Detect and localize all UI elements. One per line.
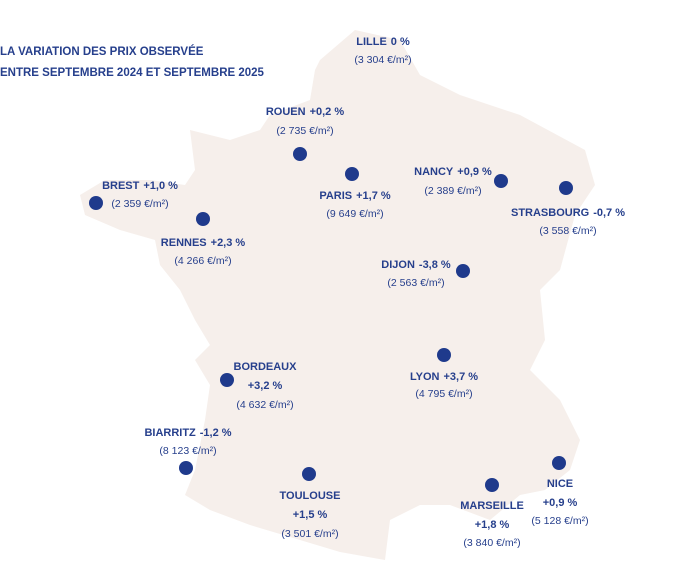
title-line: ENTRE SEPTEMBRE 2024 ET SEPTEMBRE 2025 — [0, 67, 265, 79]
city-price: (2 359 €/m²) — [111, 198, 168, 210]
city-change: +1,7 % — [356, 190, 391, 202]
city-change: +1,8 % — [475, 519, 510, 531]
city-price: (8 123 €/m²) — [159, 445, 216, 457]
city-change: -3,8 % — [419, 259, 451, 271]
city-price: (3 304 €/m²) — [354, 54, 411, 66]
city-name: LYON — [410, 371, 440, 383]
city-change: +2,3 % — [211, 237, 246, 249]
title-line: LA VARIATION DES PRIX OBSERVÉE — [0, 45, 204, 58]
city-label: BIARRITZ -1,2 % — [144, 427, 231, 439]
city-label: STRASBOURG -0,7 % — [511, 207, 625, 219]
city-change: +1,0 % — [143, 180, 178, 192]
city-change: +3,7 % — [443, 371, 478, 383]
city-dot — [456, 264, 470, 278]
city-name: TOULOUSE — [280, 490, 341, 502]
city-name: MARSEILLE — [460, 500, 524, 512]
city-dot — [302, 467, 316, 481]
city-dot — [89, 196, 103, 210]
city-name: BORDEAUX — [234, 361, 298, 373]
city-price: (5 128 €/m²) — [531, 515, 588, 527]
city-label: NANCY +0,9 % — [414, 166, 492, 178]
city-label: RENNES +2,3 % — [161, 237, 246, 249]
city-name: LILLE — [356, 36, 387, 48]
city-name: DIJON — [381, 259, 415, 271]
city-dot — [559, 181, 573, 195]
city-price: (9 649 €/m²) — [326, 208, 383, 220]
city-name: NICE — [547, 478, 573, 490]
city-label: BREST +1,0 % — [102, 180, 178, 192]
city-dot — [196, 212, 210, 226]
city-price: (4 632 €/m²) — [236, 399, 293, 411]
city-change: -1,2 % — [200, 427, 232, 439]
city-price: (3 558 €/m²) — [539, 225, 596, 237]
city-dot — [220, 373, 234, 387]
city-name: BREST — [102, 180, 140, 192]
city-dot — [552, 456, 566, 470]
city-price: (3 840 €/m²) — [463, 537, 520, 549]
city-dot — [485, 478, 499, 492]
city-dot — [437, 348, 451, 362]
city-price: (4 266 €/m²) — [174, 255, 231, 267]
city-change: +0,2 % — [310, 106, 345, 118]
city-label: ROUEN +0,2 % — [266, 106, 345, 118]
city-price: (3 501 €/m²) — [281, 528, 338, 540]
city-name: ROUEN — [266, 106, 306, 118]
city-change: -0,7 % — [593, 207, 625, 219]
city-change: +0,9 % — [457, 166, 492, 178]
france-shape — [80, 30, 595, 560]
city-dot — [179, 461, 193, 475]
city-dot — [293, 147, 307, 161]
city-name: PARIS — [319, 190, 352, 202]
city-label: LYON +3,7 % — [410, 371, 478, 383]
city-price: (2 389 €/m²) — [424, 185, 481, 197]
city-price: (4 795 €/m²) — [415, 388, 472, 400]
city-dot — [345, 167, 359, 181]
city-name: NANCY — [414, 166, 454, 178]
city-change: +3,2 % — [248, 380, 283, 392]
city-label: PARIS +1,7 % — [319, 190, 391, 202]
city-label: LILLE 0 % — [356, 36, 410, 48]
city-price: (2 735 €/m²) — [276, 125, 333, 137]
city-change: +0,9 % — [543, 497, 578, 509]
city-name: RENNES — [161, 237, 207, 249]
city-price: (2 563 €/m²) — [387, 277, 444, 289]
city-label: DIJON -3,8 % — [381, 259, 451, 271]
city-change: +1,5 % — [293, 509, 328, 521]
city-dot — [494, 174, 508, 188]
city-name: STRASBOURG — [511, 207, 589, 219]
city-name: BIARRITZ — [144, 427, 196, 439]
city-change: 0 % — [391, 36, 410, 48]
